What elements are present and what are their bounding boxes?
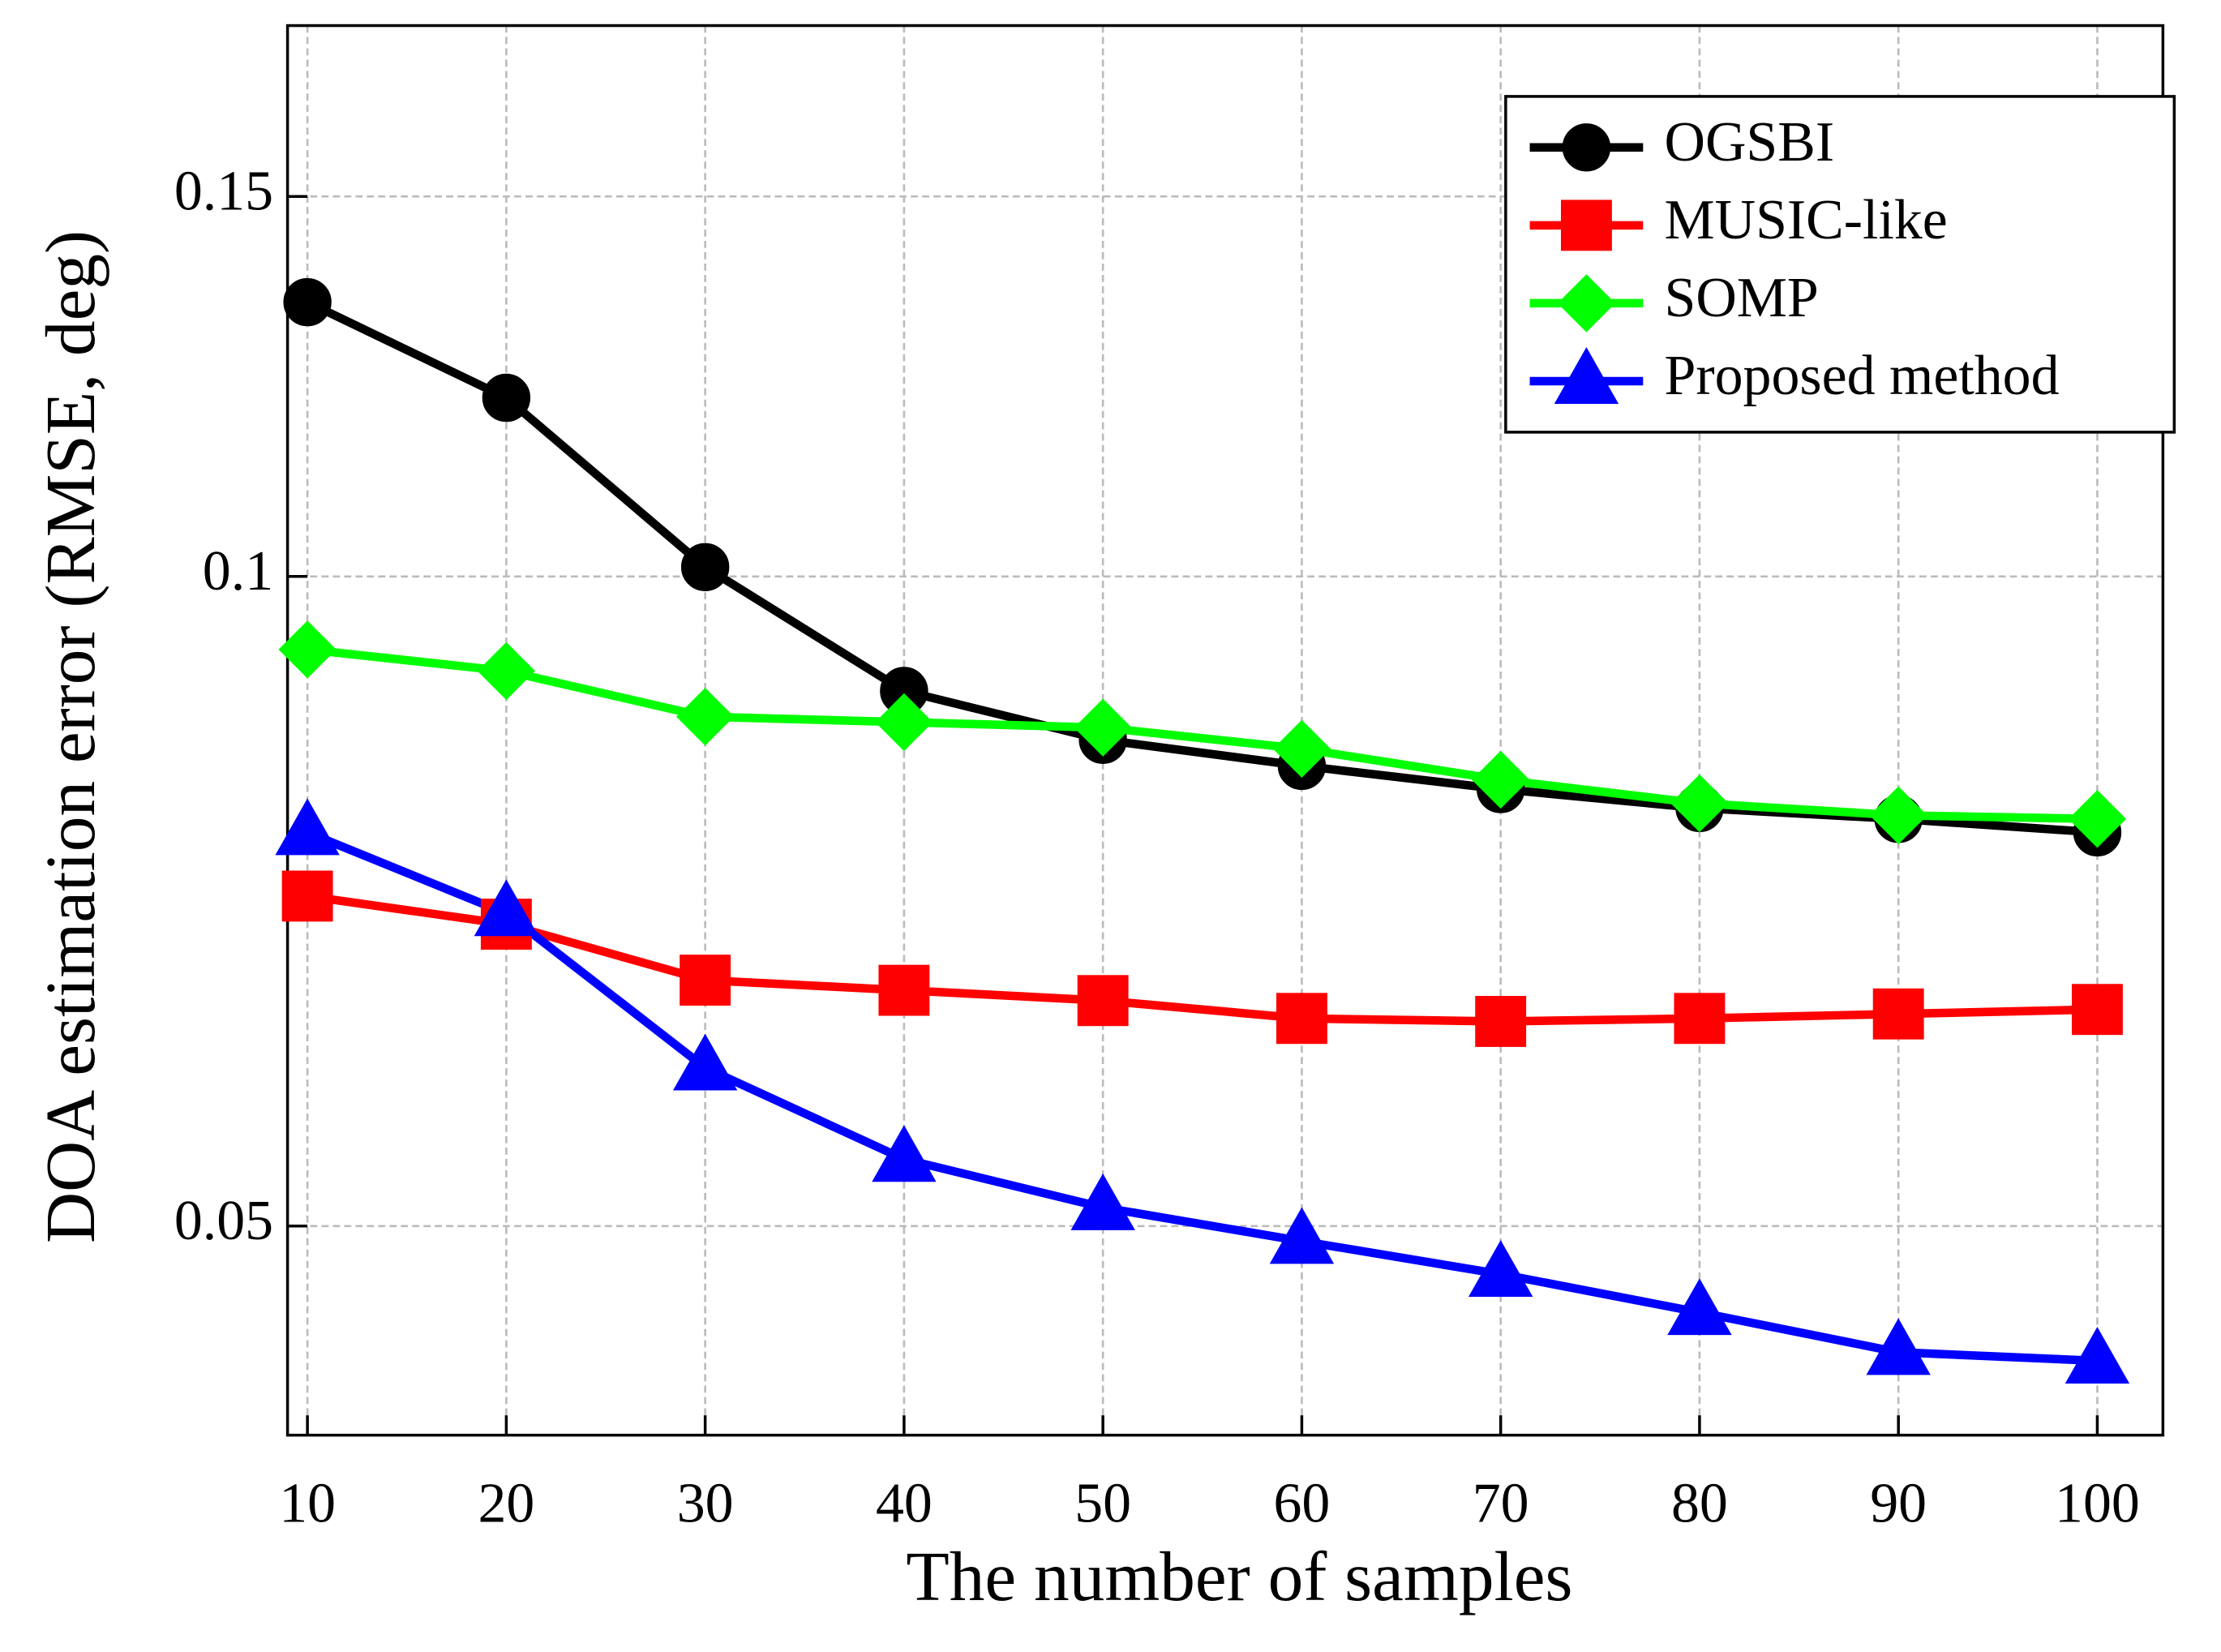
x-tick-label: 50 [1074, 1472, 1131, 1534]
y-tick-label: 0.15 [174, 160, 273, 222]
x-tick-label: 40 [876, 1472, 933, 1534]
marker [1269, 1207, 1335, 1264]
marker [2072, 984, 2123, 1036]
marker [1866, 1318, 1931, 1375]
marker [878, 964, 930, 1016]
x-tick-label: 60 [1273, 1472, 1330, 1534]
x-tick-label: 20 [478, 1472, 534, 1534]
plot-frame [285, 24, 2165, 1437]
marker [1674, 993, 1726, 1045]
x-axis-label: The number of samples [906, 1537, 1572, 1616]
marker [283, 277, 332, 327]
marker [1872, 988, 1924, 1040]
marker [872, 1125, 937, 1182]
marker [1554, 347, 1619, 404]
marker [1468, 1240, 1533, 1297]
legend-label: SOMP [1665, 267, 1819, 329]
series-line [307, 645, 2098, 824]
marker [275, 798, 340, 856]
marker [1667, 1278, 1732, 1336]
legend: OGSBI MUSIC-like SOMP Proposed method [1504, 95, 2176, 434]
x-tick-label: 10 [279, 1472, 336, 1534]
marker [278, 620, 337, 679]
marker [281, 870, 333, 922]
marker [1070, 1173, 1135, 1230]
marker [875, 693, 933, 752]
legend-label: Proposed method [1665, 345, 2060, 407]
marker [680, 543, 730, 591]
x-tick-label: 30 [677, 1472, 734, 1534]
marker [2065, 1327, 2130, 1384]
marker [2068, 790, 2127, 848]
marker [672, 1033, 738, 1091]
marker [482, 373, 531, 423]
series-line [306, 828, 2098, 1366]
marker [477, 641, 536, 701]
legend-label: MUSIC-like [1665, 189, 1948, 251]
y-tick-label: 0.1 [203, 540, 273, 603]
x-tick-label: 90 [1870, 1472, 1927, 1534]
marker [1869, 786, 1927, 844]
marker [1670, 774, 1729, 833]
marker [1272, 719, 1331, 778]
legend-box [1504, 95, 2176, 434]
marker [1557, 274, 1616, 333]
marker [1472, 750, 1530, 809]
marker [675, 688, 735, 746]
y-tick-label: 0.05 [174, 1190, 273, 1252]
x-tick-label: 80 [1671, 1472, 1728, 1534]
series-line [307, 891, 2098, 1026]
marker [1475, 996, 1527, 1047]
marker [474, 879, 539, 937]
x-tick-label: 70 [1473, 1472, 1529, 1534]
marker [680, 955, 731, 1006]
legend-label: OGSBI [1665, 111, 1835, 174]
x-tick-label: 100 [2055, 1472, 2140, 1534]
marker [1562, 123, 1611, 172]
marker [1077, 975, 1129, 1027]
marker [1560, 200, 1612, 251]
marker [1074, 698, 1132, 757]
marker [1276, 993, 1327, 1045]
y-axis-label: DOA estimation error (RMSE, deg) [31, 230, 109, 1243]
